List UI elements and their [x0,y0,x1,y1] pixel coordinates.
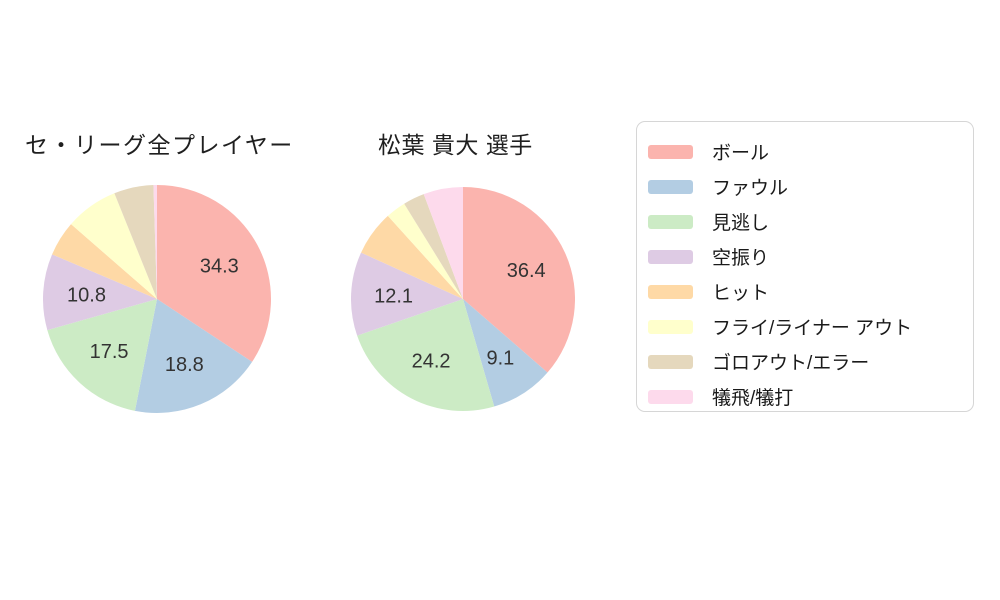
legend-color-swatch [648,214,693,229]
pie-slice-label: 18.8 [165,354,204,376]
legend-item-label: 犠飛/犠打 [712,388,794,409]
pie-slice [52,224,158,299]
pie-slice-label: 24.2 [412,351,451,373]
pie-slice-label: 17.5 [90,341,129,363]
legend-color-swatch [648,284,693,299]
pie-slice-label: 36.4 [507,260,546,282]
legend-item-label: ヒット [712,283,770,304]
pie-slice [404,194,463,299]
legend-item: 見逃し [648,204,973,239]
legend-item-label: 空振り [712,248,770,269]
legend-item: ヒット [648,274,973,309]
legend-item-label: ファウル [712,178,789,199]
pie-slice [361,215,463,299]
legend-color-swatch [648,179,693,194]
legend-item: フライ/ライナー アウト [648,309,973,344]
legend-color-swatch [648,249,693,264]
legend-color-swatch [648,354,693,369]
legend-item-label: ボール [712,143,770,164]
pie-slice [463,187,575,373]
pie-slice [153,185,157,299]
legend-item-label: フライ/ライナー アウト [712,318,913,339]
pie-slice [357,299,495,411]
pie-slice [351,252,463,336]
pie-slice-label: 10.8 [67,285,106,307]
legend-color-swatch [648,144,693,159]
pie-slice [423,187,463,299]
legend-color-swatch [648,389,693,404]
legend-item: 犠飛/犠打 [648,379,973,414]
left-pie-title: セ・リーグ全プレイヤー [25,132,294,158]
pie-slice [463,299,548,407]
legend-item: ファウル [648,169,973,204]
pie-slice [387,203,463,299]
pie-slice-label: 12.1 [374,286,413,308]
legend-item: 空振り [648,239,973,274]
pie-slice-label: 9.1 [486,348,514,370]
legend-item-label: 見逃し [712,213,770,234]
pie-slice [157,185,271,362]
right-pie-chart: 36.4 9.1 24.2 12.1 [351,187,575,411]
right-pie-title: 松葉 貴大 選手 [378,132,533,158]
left-pie-chart: 34.3 18.8 17.5 10.8 [43,185,271,413]
pie-slice [43,254,157,331]
legend-item-label: ゴロアウト/エラー [712,353,870,374]
legend-item: ボール [648,134,973,169]
pie-slice [114,185,157,299]
pie-slice-label: 34.3 [200,256,239,278]
pie-slice [71,193,157,299]
pie-slice [134,299,253,413]
legend: ボールファウル見逃し空振りヒットフライ/ライナー アウト ゴロアウト/エラー 犠飛/… [636,121,974,412]
legend-color-swatch [648,319,693,334]
pie-slice [47,299,157,411]
legend-item: ゴロアウト/エラー [648,344,973,379]
